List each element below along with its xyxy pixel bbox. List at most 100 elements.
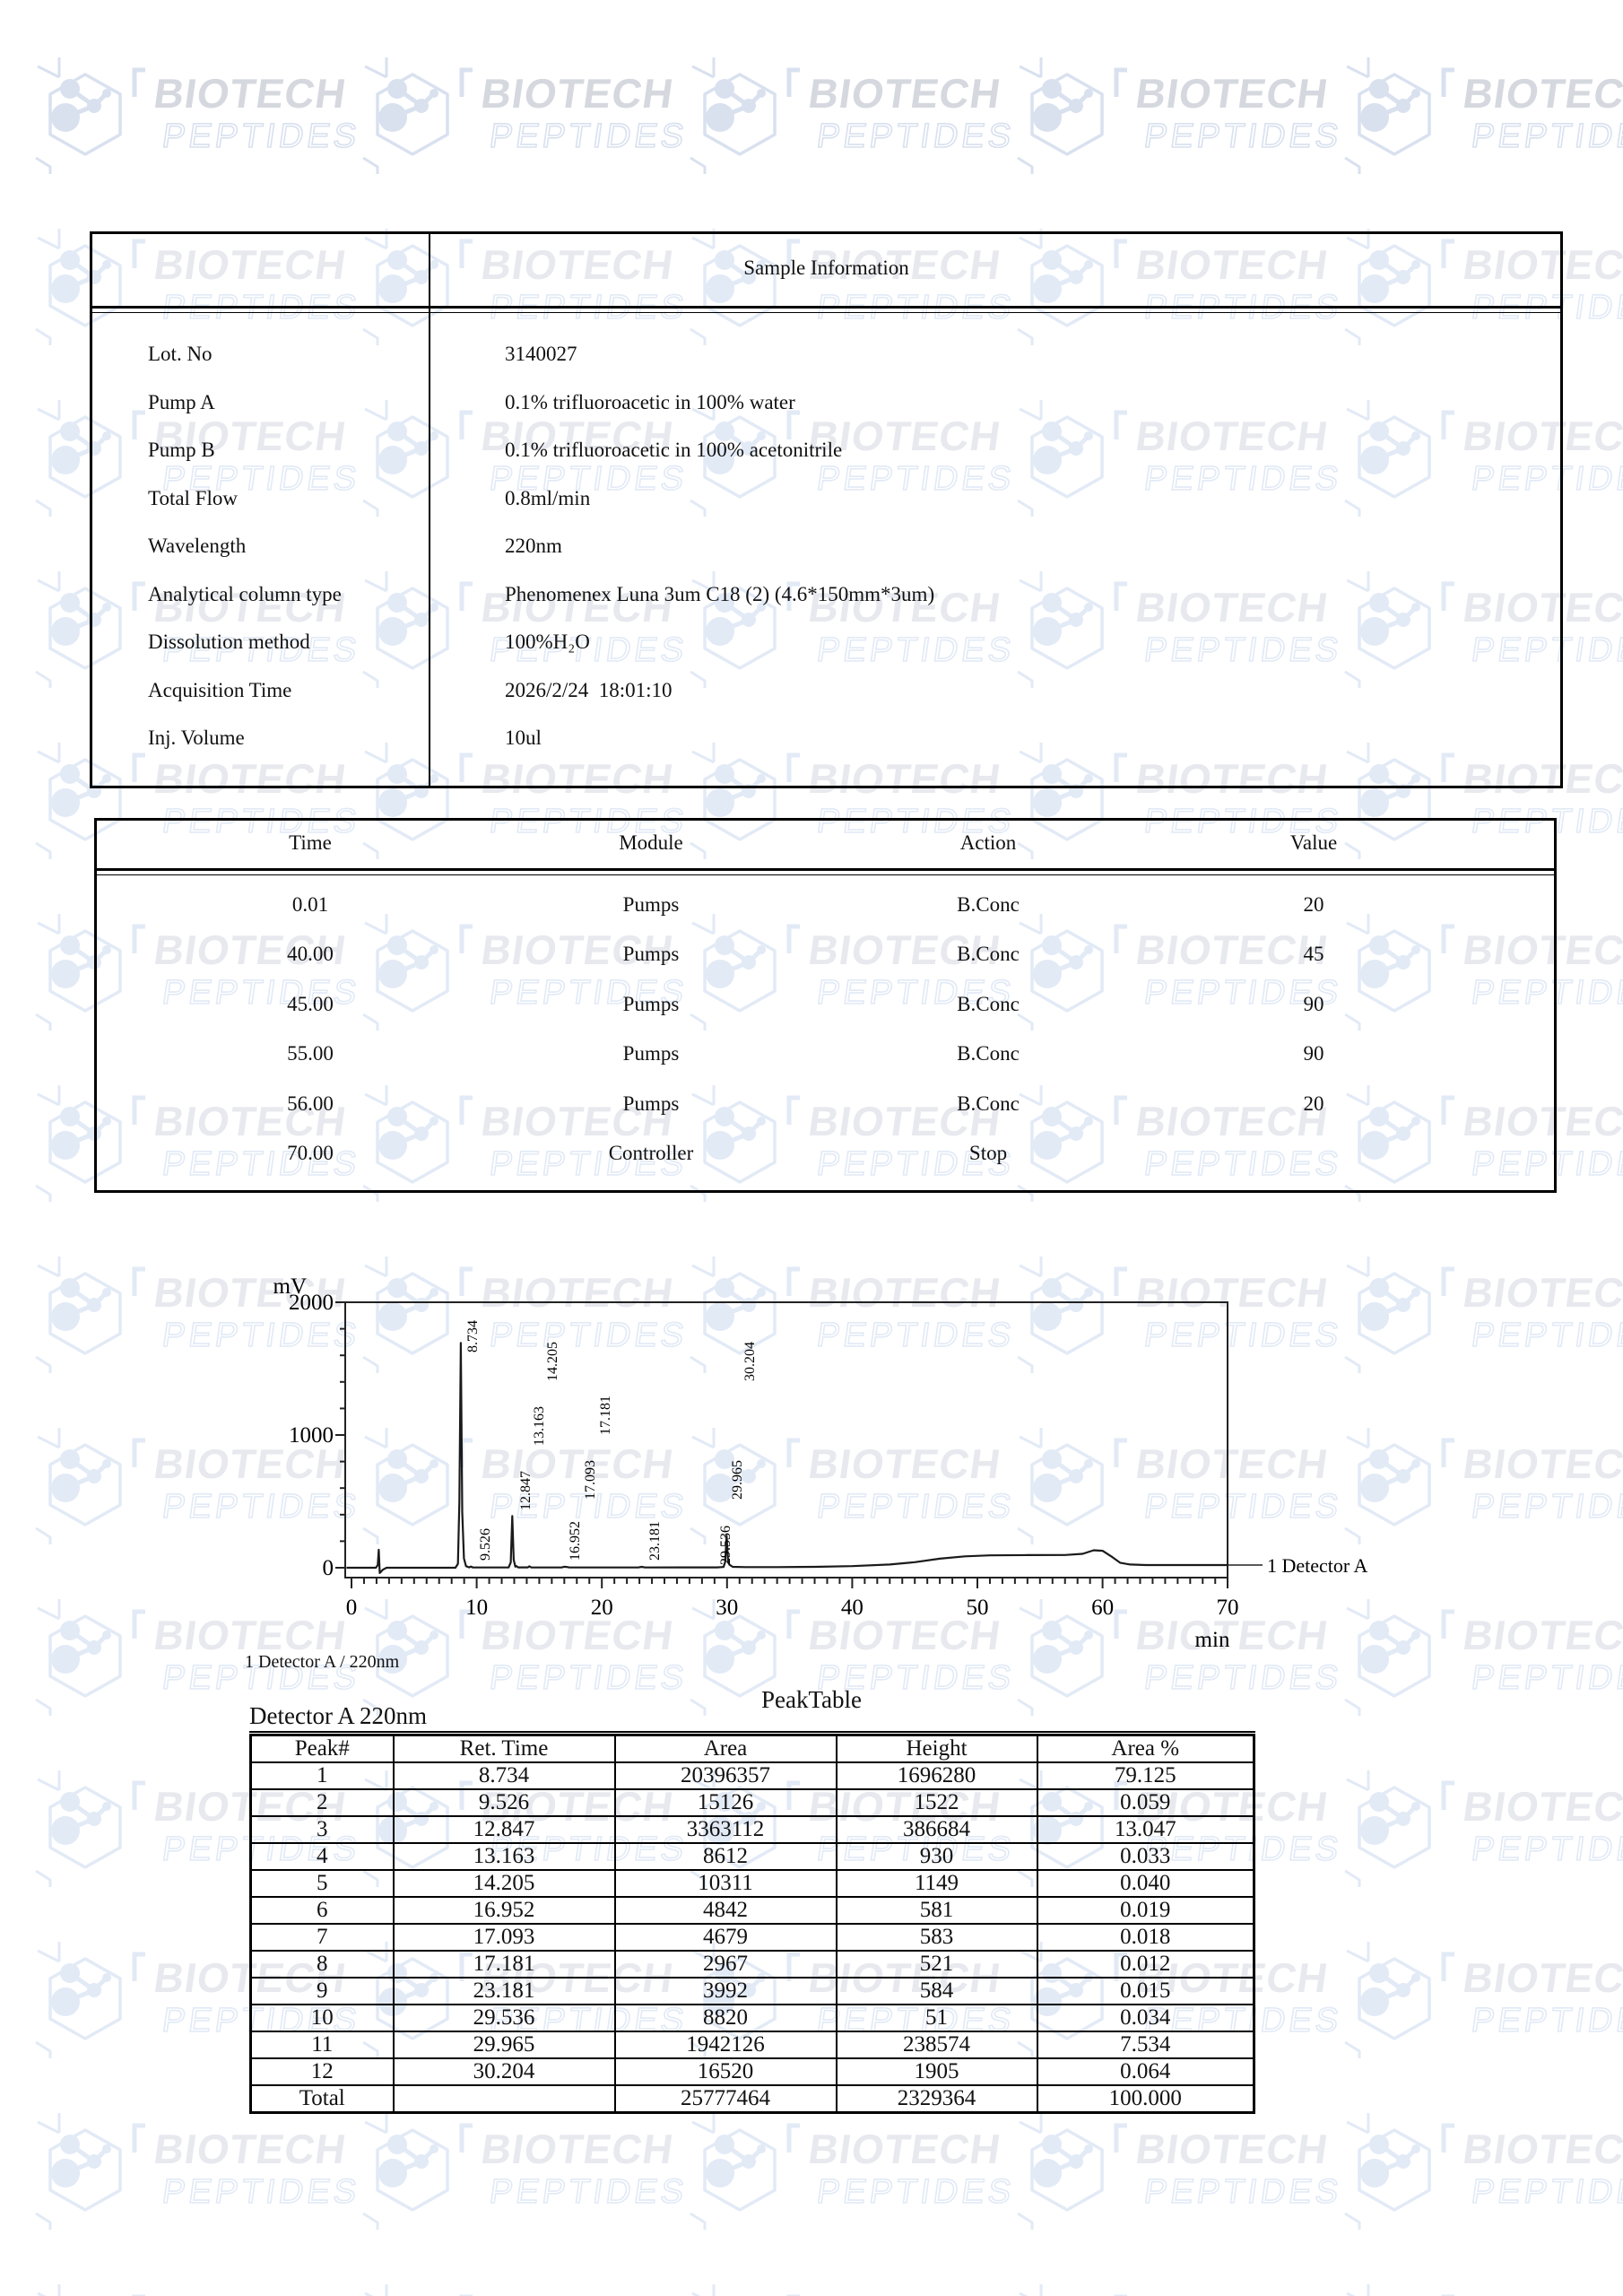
peak-table-cell: 1	[249, 1761, 395, 1790]
svg-text:PEPTIDES: PEPTIDES	[1469, 117, 1623, 155]
x-tick-label: 0	[346, 1596, 358, 1620]
sample-info-value: 220nm	[505, 535, 562, 557]
program-cell: 70.00	[287, 1142, 334, 1164]
svg-text:PEPTIDES: PEPTIDES	[814, 459, 1011, 498]
program-cell: B.Conc	[957, 1092, 1020, 1115]
svg-text:PEPTIDES: PEPTIDES	[814, 973, 1011, 1012]
svg-text:BIOTECH: BIOTECH	[478, 584, 676, 631]
svg-text:PEPTIDES: PEPTIDES	[487, 973, 684, 1012]
svg-text:BIOTECH: BIOTECH	[151, 926, 349, 973]
svg-text:PEPTIDES: PEPTIDES	[160, 2172, 357, 2211]
svg-text:BIOTECH: BIOTECH	[1133, 1269, 1331, 1316]
svg-text:PEPTIDES: PEPTIDES	[1469, 2001, 1623, 2039]
peak-table-cell: 2	[249, 1788, 395, 1817]
svg-text:PEPTIDES: PEPTIDES	[160, 1487, 357, 1526]
svg-text:BIOTECH: BIOTECH	[805, 1612, 1003, 1658]
peak-table-row: 11 29.965 1942126 238574 7.534	[249, 2031, 1255, 2059]
svg-text:PEPTIDES: PEPTIDES	[1469, 1144, 1623, 1183]
program-col-header: Action	[959, 831, 1017, 854]
svg-text:PEPTIDES: PEPTIDES	[160, 1316, 357, 1354]
peak-table: Peak# Ret. Time Area Height Area % 1 8.734 2039…	[249, 1734, 1255, 2114]
peak-table-row: 9 23.181 3992 584 0.015	[249, 1977, 1255, 2005]
y-tick-label: 2000	[289, 1291, 334, 1315]
y-tick-label: 1000	[289, 1423, 334, 1448]
svg-text:BIOTECH: BIOTECH	[151, 70, 349, 117]
svg-text:PEPTIDES: PEPTIDES	[1469, 1487, 1623, 1526]
peak-table-col-header: Area	[613, 1734, 838, 1763]
peak-table-cell: 0.033	[1036, 1842, 1255, 1871]
peak-table-cell: 3	[249, 1815, 395, 1844]
peak-table-cell: 5	[249, 1869, 395, 1898]
svg-text:BIOTECH: BIOTECH	[1460, 2126, 1623, 2172]
peak-table-cell: 0.015	[1036, 1977, 1255, 2005]
svg-text:BIOTECH: BIOTECH	[805, 1440, 1003, 1487]
peak-retention-label: 17.181	[598, 1396, 613, 1435]
svg-text:BIOTECH: BIOTECH	[1133, 241, 1331, 288]
svg-text:BIOTECH: BIOTECH	[1460, 1954, 1623, 2001]
peak-table-cell: 1942126	[613, 2031, 838, 2059]
svg-text:PEPTIDES: PEPTIDES	[814, 117, 1011, 155]
peak-table-row: 3 12.847 3363112 386684 13.047	[249, 1815, 1255, 1844]
sample-info-label: Dissolution method	[148, 631, 310, 653]
peak-table-row: 8 17.181 2967 521 0.012	[249, 1950, 1255, 1979]
peak-table-col-header: Peak#	[249, 1734, 395, 1763]
peak-retention-label: 30.204	[742, 1342, 758, 1381]
sample-info-label: Pump B	[148, 439, 215, 461]
program-cell: 90	[1303, 1042, 1324, 1065]
peak-table-cell: 16.952	[392, 1896, 616, 1925]
svg-text:PEPTIDES: PEPTIDES	[814, 1487, 1011, 1526]
sample-table-header-rule-2	[92, 312, 1560, 313]
program-cell: Pumps	[622, 943, 680, 965]
chromatogram-caption: 1 Detector A / 220nm	[245, 1652, 400, 1672]
peak-table-cell: 10	[249, 2004, 395, 2032]
svg-text:PEPTIDES: PEPTIDES	[160, 117, 357, 155]
svg-text:BIOTECH: BIOTECH	[151, 2126, 349, 2172]
program-cell: Stop	[968, 1142, 1008, 1164]
svg-text:BIOTECH: BIOTECH	[1460, 584, 1623, 631]
svg-text:PEPTIDES: PEPTIDES	[487, 1658, 684, 1697]
svg-text:PEPTIDES: PEPTIDES	[1469, 973, 1623, 1012]
y-tick-label: 0	[323, 1556, 334, 1580]
peak-table-row: 6 16.952 4842 581 0.019	[249, 1896, 1255, 1925]
svg-text:PEPTIDES: PEPTIDES	[1141, 1144, 1339, 1183]
peak-table-cell: 584	[835, 1977, 1038, 2005]
peak-table-cell: 8612	[613, 1842, 838, 1871]
svg-text:BIOTECH: BIOTECH	[1460, 1098, 1623, 1144]
sample-info-label: Total Flow	[148, 487, 238, 509]
peak-table-cell: 583	[835, 1923, 1038, 1952]
svg-text:PEPTIDES: PEPTIDES	[487, 459, 684, 498]
svg-text:BIOTECH: BIOTECH	[1460, 926, 1623, 973]
peak-table-row: 5 14.205 10311 1149 0.040	[249, 1869, 1255, 1898]
peak-table-cell: 79.125	[1036, 1761, 1255, 1790]
peaktable-title: PeakTable	[760, 1686, 863, 1713]
peak-table-total-cell: 25777464	[613, 2084, 838, 2114]
program-cell: B.Conc	[957, 943, 1020, 965]
program-cell: B.Conc	[957, 893, 1020, 916]
peak-table-cell: 6	[249, 1896, 395, 1925]
peak-retention-label: 12.847	[518, 1471, 534, 1510]
svg-text:PEPTIDES: PEPTIDES	[487, 117, 684, 155]
peak-table-cell: 581	[835, 1896, 1038, 1925]
svg-text:BIOTECH: BIOTECH	[478, 1269, 676, 1316]
svg-text:BIOTECH: BIOTECH	[1460, 70, 1623, 117]
y-axis-unit: mV	[273, 1274, 308, 1299]
peak-retention-label: 17.093	[583, 1460, 598, 1500]
peak-retention-label: 29.536	[718, 1526, 733, 1565]
program-cell: 45	[1303, 943, 1324, 965]
svg-text:BIOTECH: BIOTECH	[805, 926, 1003, 973]
peak-table-cell: 12	[249, 2057, 395, 2086]
peak-retention-label: 23.181	[647, 1521, 663, 1561]
peak-table-cell: 1149	[835, 1869, 1038, 1898]
peak-table-row: 10 29.536 8820 51 0.034	[249, 2004, 1255, 2032]
